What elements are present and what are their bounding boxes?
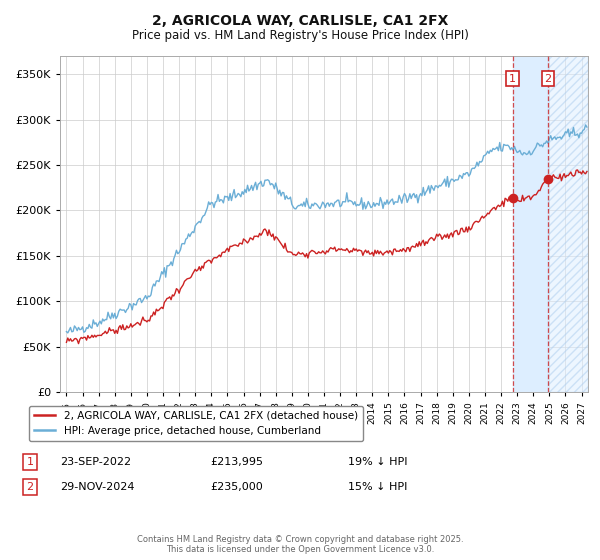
Bar [548, 56, 588, 392]
Text: 2: 2 [544, 74, 551, 83]
Legend: 2, AGRICOLA WAY, CARLISLE, CA1 2FX (detached house), HPI: Average price, detache: 2, AGRICOLA WAY, CARLISLE, CA1 2FX (deta… [29, 405, 363, 441]
Text: 15% ↓ HPI: 15% ↓ HPI [348, 482, 407, 492]
Text: 29-NOV-2024: 29-NOV-2024 [60, 482, 134, 492]
Text: 2: 2 [26, 482, 34, 492]
Text: 23-SEP-2022: 23-SEP-2022 [60, 457, 131, 467]
Text: 1: 1 [26, 457, 34, 467]
Text: 19% ↓ HPI: 19% ↓ HPI [348, 457, 407, 467]
Bar [512, 56, 548, 392]
Text: £235,000: £235,000 [210, 482, 263, 492]
Text: 2, AGRICOLA WAY, CARLISLE, CA1 2FX: 2, AGRICOLA WAY, CARLISLE, CA1 2FX [152, 14, 448, 28]
Text: £213,995: £213,995 [210, 457, 263, 467]
Text: 1: 1 [509, 74, 516, 83]
Text: Contains HM Land Registry data © Crown copyright and database right 2025.
This d: Contains HM Land Registry data © Crown c… [137, 535, 463, 554]
Text: Price paid vs. HM Land Registry's House Price Index (HPI): Price paid vs. HM Land Registry's House … [131, 29, 469, 42]
